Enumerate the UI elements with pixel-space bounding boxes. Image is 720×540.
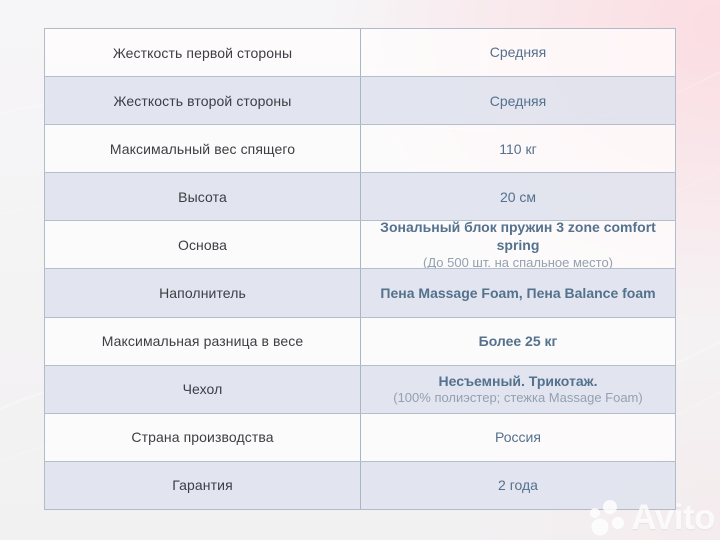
spec-label: Максимальная разница в весе [45,317,361,365]
spec-value-text: Россия [495,429,541,446]
spec-label: Страна производства [45,413,361,461]
spec-value-text: 110 кг [499,140,537,157]
spec-row-warranty: Гарантия 2 года [45,460,675,509]
spec-value-text: Пена Massage Foam, Пена Balance foam [380,284,656,301]
spec-value-text: Несъемный. Трикотаж. [438,372,598,389]
spec-value: Более 25 кг [361,318,675,365]
spec-label: Основа [45,221,361,269]
spec-value: Несъемный. Трикотаж. (100% полиэстер; ст… [361,366,675,413]
avito-watermark-text: Avito [631,497,715,537]
spec-value-note: (До 500 шт. на спальное место) [422,254,614,270]
spec-value: 20 см [361,173,675,220]
spec-value: Россия [361,414,675,461]
avito-watermark: Avito [587,498,715,536]
spec-value: Пена Massage Foam, Пена Balance foam [361,269,675,316]
spec-row-cover: Чехол Несъемный. Трикотаж. (100% полиэст… [45,364,675,413]
spec-label: Наполнитель [45,269,361,317]
spec-table: Жесткость первой стороны Средняя Жесткос… [44,28,676,510]
spec-value: 2 года [361,462,675,509]
spec-row-filler: Наполнитель Пена Massage Foam, Пена Bala… [45,268,675,317]
spec-row-max-weight-difference: Максимальная разница в весе Более 25 кг [45,316,675,365]
spec-value-text: Средняя [489,44,547,61]
spec-label: Жесткость первой стороны [45,29,361,77]
spec-row-height: Высота 20 см [45,172,675,221]
spec-label: Высота [45,173,361,221]
spec-label: Жесткость второй стороны [45,77,361,125]
spec-value-text: Зональный блок пружин 3 zone comfort spr… [380,219,656,254]
spec-value: Средняя [361,29,675,76]
spec-row-max-sleeper-weight: Максимальный вес спящего 110 кг [45,124,675,173]
spec-row-country: Страна производства Россия [45,412,675,461]
spec-value: Средняя [361,77,675,124]
spec-value-note: (100% полиэстер; стежка Massage Foam) [393,389,643,405]
spec-label: Гарантия [45,461,361,509]
spec-label: Чехол [45,365,361,413]
spec-value-text: 20 см [499,188,537,205]
spec-value: 110 кг [361,125,675,172]
spec-row-second-side-firmness: Жесткость второй стороны Средняя [45,76,675,125]
spec-label: Максимальный вес спящего [45,125,361,173]
spec-row-base: Основа Зональный блок пружин 3 zone comf… [45,219,675,270]
avito-logo-icon [590,500,625,536]
spec-value-text: 2 года [498,477,538,494]
spec-value: Зональный блок пружин 3 zone comfort spr… [361,219,675,269]
spec-row-first-side-firmness: Жесткость первой стороны Средняя [45,29,675,77]
spec-value-text: Более 25 кг [478,333,558,350]
spec-value-text: Средняя [489,92,547,109]
